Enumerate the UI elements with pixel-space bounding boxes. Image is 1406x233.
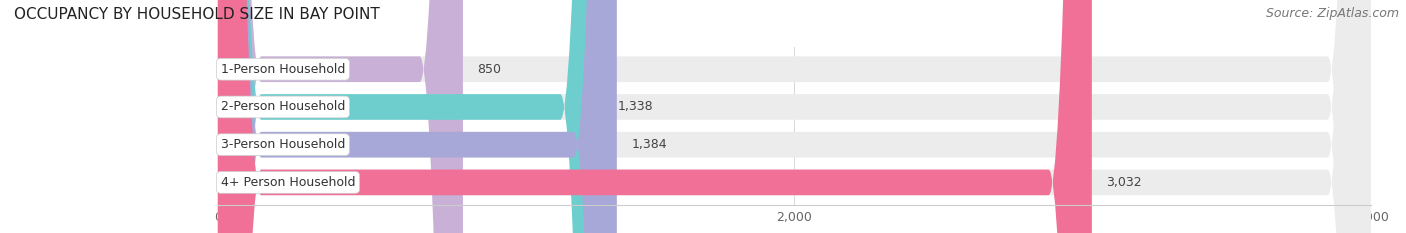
Text: OCCUPANCY BY HOUSEHOLD SIZE IN BAY POINT: OCCUPANCY BY HOUSEHOLD SIZE IN BAY POINT: [14, 7, 380, 22]
FancyBboxPatch shape: [218, 0, 603, 233]
Text: 1,338: 1,338: [619, 100, 654, 113]
Text: 1-Person Household: 1-Person Household: [221, 63, 344, 76]
FancyBboxPatch shape: [218, 0, 1092, 233]
Text: 3,032: 3,032: [1107, 176, 1142, 189]
FancyBboxPatch shape: [218, 0, 463, 233]
Text: Source: ZipAtlas.com: Source: ZipAtlas.com: [1265, 7, 1399, 20]
FancyBboxPatch shape: [218, 0, 1371, 233]
Text: 1,384: 1,384: [631, 138, 666, 151]
Text: 2-Person Household: 2-Person Household: [221, 100, 344, 113]
FancyBboxPatch shape: [218, 0, 1371, 233]
FancyBboxPatch shape: [218, 0, 1371, 233]
Text: 4+ Person Household: 4+ Person Household: [221, 176, 356, 189]
FancyBboxPatch shape: [218, 0, 1371, 233]
Text: 3-Person Household: 3-Person Household: [221, 138, 344, 151]
FancyBboxPatch shape: [218, 0, 617, 233]
Text: 850: 850: [478, 63, 502, 76]
